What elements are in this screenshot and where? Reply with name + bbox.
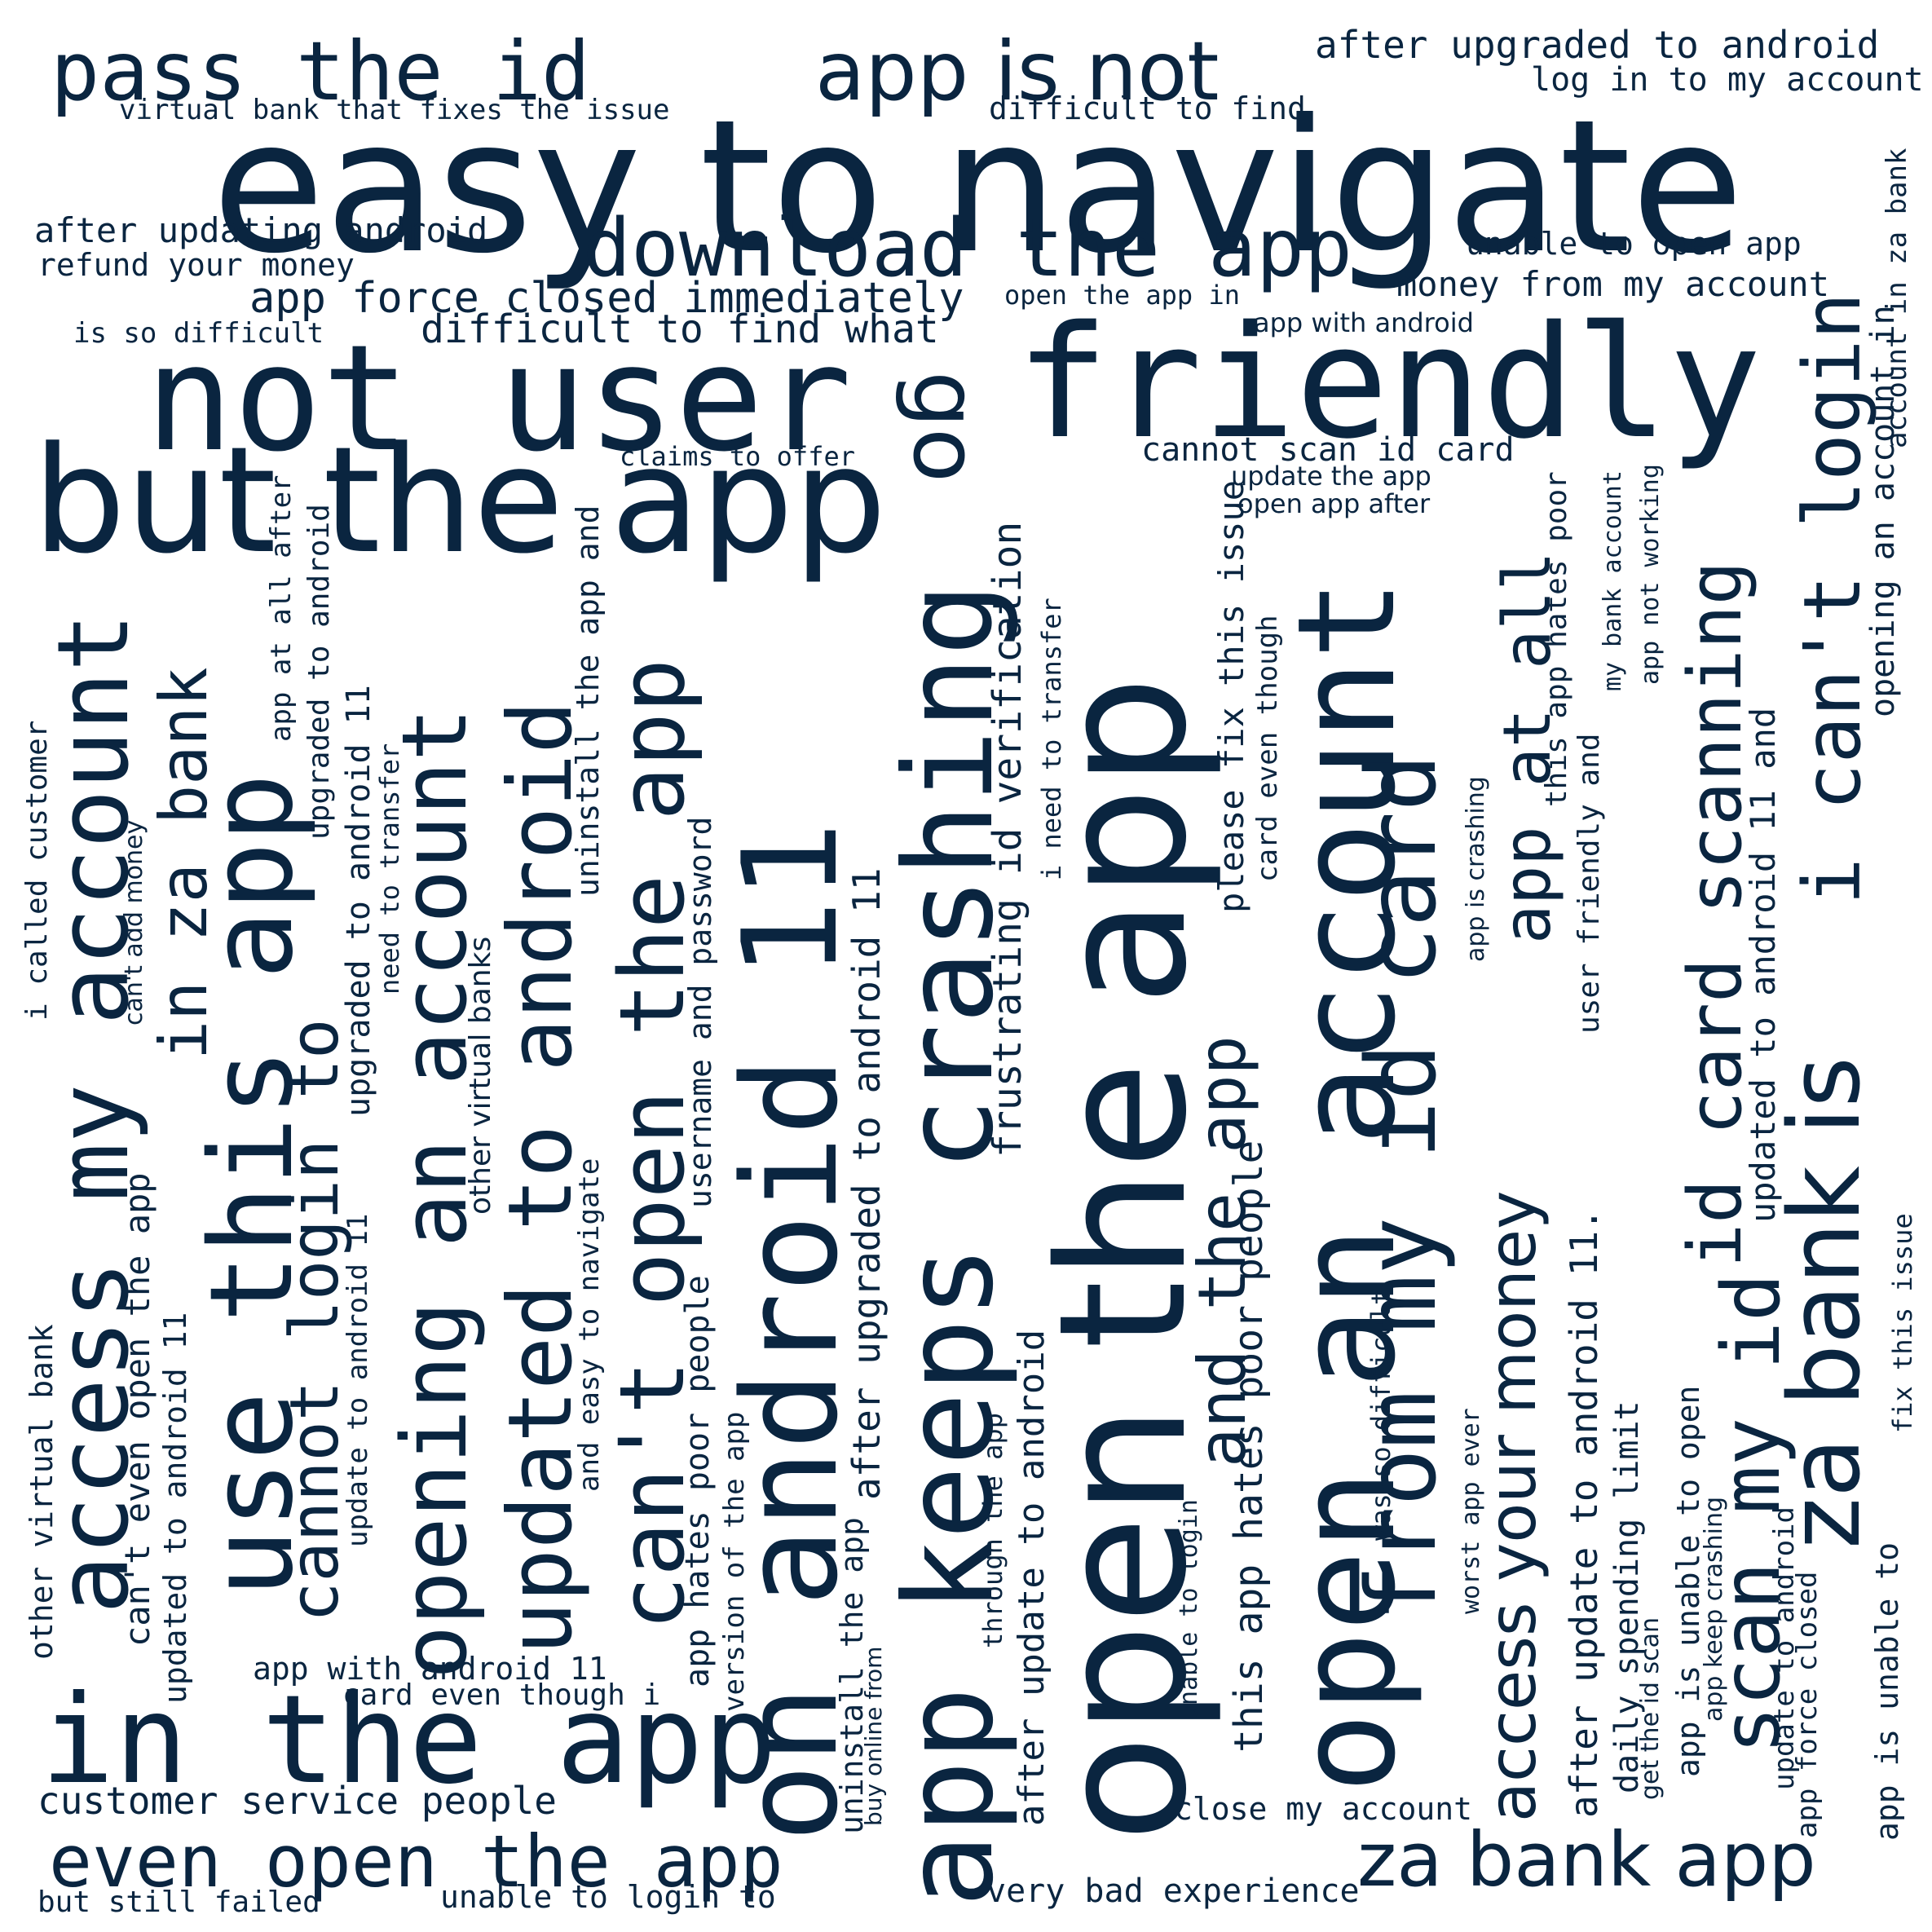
word-after-update-to-android-11: after update to android 11. — [1562, 1208, 1606, 1818]
word-virtual-bank-that-fixes: virtual bank that fixes the issue — [119, 94, 670, 126]
word-update-to-android-11: update to android 11 — [342, 1213, 374, 1547]
word-in-the-app: in the app — [41, 1670, 778, 1811]
word-za-bank-is: za bank is — [1769, 1056, 1882, 1549]
word-customer-service-people: customer service people — [37, 1779, 557, 1823]
word-uninstall-the-app-and: uninstall the app and — [570, 505, 606, 897]
word-card-even-though-i: card even though i — [342, 1678, 661, 1712]
word-app-not-working: app not working — [1636, 464, 1665, 685]
word-upgraded-to-android-11: upgraded to android 11 — [340, 685, 377, 1117]
word-friendly: friendly — [1016, 293, 1762, 473]
word-cannot-login-to: cannot login to — [276, 1018, 354, 1622]
word-easy-to-navigate: easy to navigate — [212, 81, 1745, 294]
word-unable-to-open-app: unable to open app — [1466, 226, 1802, 262]
word-from-my-id-card: from my id card — [1345, 753, 1458, 1622]
word-after-upgraded-to-android: after upgraded to android — [1315, 23, 1880, 67]
word-pass-the-id: pass the id — [51, 24, 591, 119]
word-app-force-closed: app force closed — [1791, 1571, 1824, 1838]
word-difficult-to-find-what: difficult to find what — [421, 307, 939, 352]
word-go: go — [893, 371, 998, 483]
word-get-the-id-scan: get the id scan — [1636, 1617, 1665, 1800]
word-unable-to-login: unable to login — [1175, 1499, 1203, 1720]
word-download-the-app: download the app — [583, 202, 1353, 295]
word-update-the-app: update the app — [1231, 461, 1431, 492]
word-app-is-not: app is not — [815, 24, 1220, 119]
word-very-bad-experience: very bad experience — [986, 1872, 1360, 1910]
word-unable-to-login-to: unable to login to — [440, 1879, 776, 1915]
word-refund-your-money: refund your money — [37, 247, 355, 283]
word-account-in-za-bank: account in za bank — [1881, 148, 1913, 448]
word-not-user: not user — [145, 314, 852, 484]
word-money-from-my-account: money from my account — [1396, 264, 1830, 304]
word-and-easy-to-navigate: and easy to navigate — [573, 1158, 606, 1492]
word-cant-add-money: can't add money — [120, 819, 148, 1026]
word-but-the-app: but the app — [33, 416, 887, 586]
word-app-hates-poor-people: app hates poor people — [679, 1275, 717, 1687]
word-difficult-to-find: difficult to find — [989, 90, 1306, 126]
word-access-your-money: access your money — [1475, 1190, 1550, 1822]
word-cannot-scan-id-card: cannot scan id card — [1141, 431, 1515, 469]
word-this-app-hates-poor: this app hates poor — [1540, 471, 1573, 807]
word-open-app-after: open app after — [1237, 488, 1431, 519]
word-close-my-account: close my account — [1174, 1791, 1473, 1827]
word-app-is-crashing: app is crashing — [1462, 776, 1490, 962]
word-after-updating-android: after updating android — [34, 210, 488, 250]
word-is-so-difficult: is so difficult — [73, 317, 324, 350]
word-username-and-password: username and password — [682, 816, 718, 1208]
word-open-the-app-in: open the app in — [1004, 280, 1240, 311]
word-za-bank-app: za bank app — [1357, 1816, 1816, 1903]
word-cant-even-open-the-app: can't even open the app — [117, 1172, 157, 1647]
word-in-za-bank: in za bank — [146, 667, 222, 1060]
word-through-the-app: through the app — [977, 1413, 1008, 1648]
word-this-app-hates-poor-people: this app hates poor people — [1226, 1140, 1272, 1753]
word-please-fix-this-issue: please fix this issue — [1211, 479, 1251, 913]
word-upgraded-to-android: upgraded to android — [302, 504, 336, 840]
word-log-in-to-my-account: log in to my account — [1531, 61, 1924, 99]
word-user-friendly-and: user friendly and — [1573, 733, 1606, 1034]
word-i-cant-login: i can't login — [1787, 292, 1878, 905]
word-app-with-android: app with android — [1254, 307, 1474, 338]
word-id-card-scanning: id card scanning — [1673, 561, 1758, 1268]
word-fix-this-issue: fix this issue — [1887, 1213, 1918, 1433]
word-my-bank-account: my bank account — [1599, 470, 1627, 691]
word-claims-to-offer: claims to offer — [620, 441, 855, 472]
word-app-is-unable-to: app is unable to — [1869, 1542, 1905, 1841]
word-app-at-all-after: app at all after — [265, 474, 298, 742]
word-app-force-closed-immediately: app force closed immediately — [249, 274, 964, 323]
word-app-with-android-11: app with android 11 — [253, 1651, 607, 1687]
word-but-still-failed: but still failed — [37, 1886, 320, 1919]
word-even-open-the-app: even open the app — [49, 1820, 783, 1903]
